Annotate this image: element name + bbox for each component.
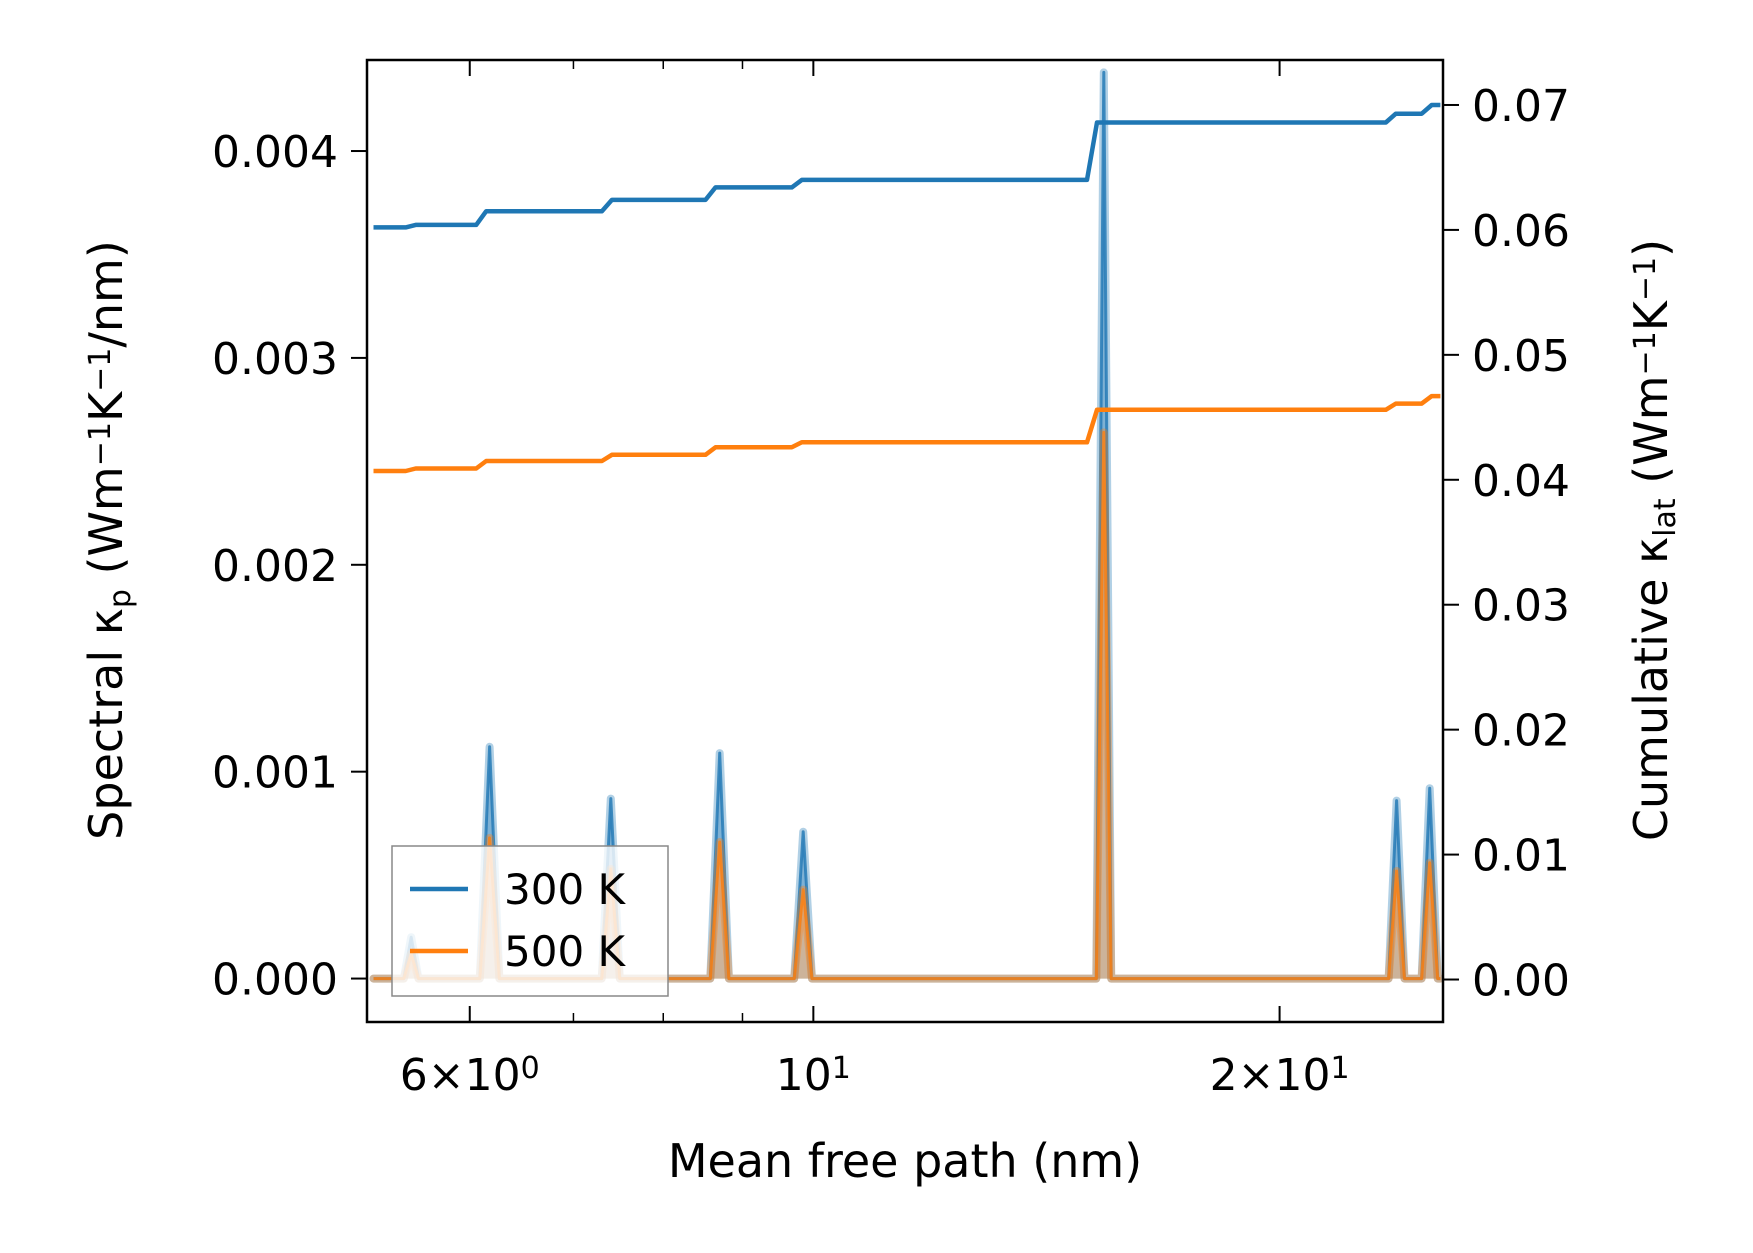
right-y-tick-label-4: 0.04 [1472, 456, 1570, 507]
right-y-tick-label-7: 0.07 [1472, 81, 1570, 132]
x-tick-label-1: 101 [776, 1050, 851, 1101]
left-y-label-end: /nm) [79, 240, 133, 347]
left-y-label-mid: K [79, 390, 133, 422]
left-y-label-sup2: −1 [83, 348, 118, 392]
right-y-axis-label: Cumulative κlat (Wm−1K−1) [1624, 239, 1683, 841]
right-y-label-sup1: −1 [1628, 331, 1663, 375]
cumulative-line-1 [373, 393, 1441, 474]
right-y-tick-label-2: 0.02 [1472, 706, 1570, 757]
left-y-label-sup1: −1 [83, 422, 118, 466]
left-y-tick-label-3: 0.003 [212, 334, 338, 385]
right-y-tick-label-1: 0.01 [1472, 831, 1570, 882]
right-y-label-sub: lat [1648, 498, 1683, 537]
cumulative-line-0 [373, 102, 1441, 230]
right-y-tick-label-0: 0.00 [1472, 956, 1570, 1007]
legend-frame [391, 845, 669, 997]
axes-frame [365, 58, 1445, 1024]
right-y-label-units: (Wm [1624, 375, 1678, 498]
left-y-tick-label-0: 0.000 [212, 955, 338, 1006]
right-y-label-prefix: Cumulative κ [1624, 537, 1678, 841]
legend-label-300k: 300 K [504, 865, 627, 914]
x-tick-label-0: 6×100 [400, 1050, 540, 1101]
right-y-tick-label-3: 0.03 [1472, 581, 1570, 632]
left-y-label-prefix: Spectral κ [79, 608, 133, 840]
legend-label-500k: 500 K [504, 927, 627, 976]
left-y-axis-label: Spectral κp (Wm−1K−1/nm) [79, 240, 138, 840]
right-y-tick-label-5: 0.05 [1472, 331, 1570, 382]
x-axis-label: Mean free path (nm) [668, 1134, 1142, 1188]
legend: 300 K 500 K [391, 845, 669, 997]
right-y-label-sup2: −1 [1628, 257, 1663, 301]
left-y-label-units: (Wm [79, 466, 133, 589]
axes: 6×100 101 2×101 0.000 0.001 0.002 0.003 0.004 0.… [212, 58, 1570, 1101]
left-y-tick-label-1: 0.001 [212, 748, 338, 799]
left-y-tick-label-2: 0.002 [212, 541, 338, 592]
right-y-label-end: ) [1624, 239, 1678, 257]
left-y-label-sub: p [103, 589, 138, 608]
x-tick-label-2: 2×101 [1210, 1050, 1350, 1101]
right-y-tick-label-6: 0.06 [1472, 206, 1570, 257]
right-y-label-mid: K [1624, 299, 1678, 331]
left-y-tick-label-4: 0.004 [212, 127, 338, 178]
